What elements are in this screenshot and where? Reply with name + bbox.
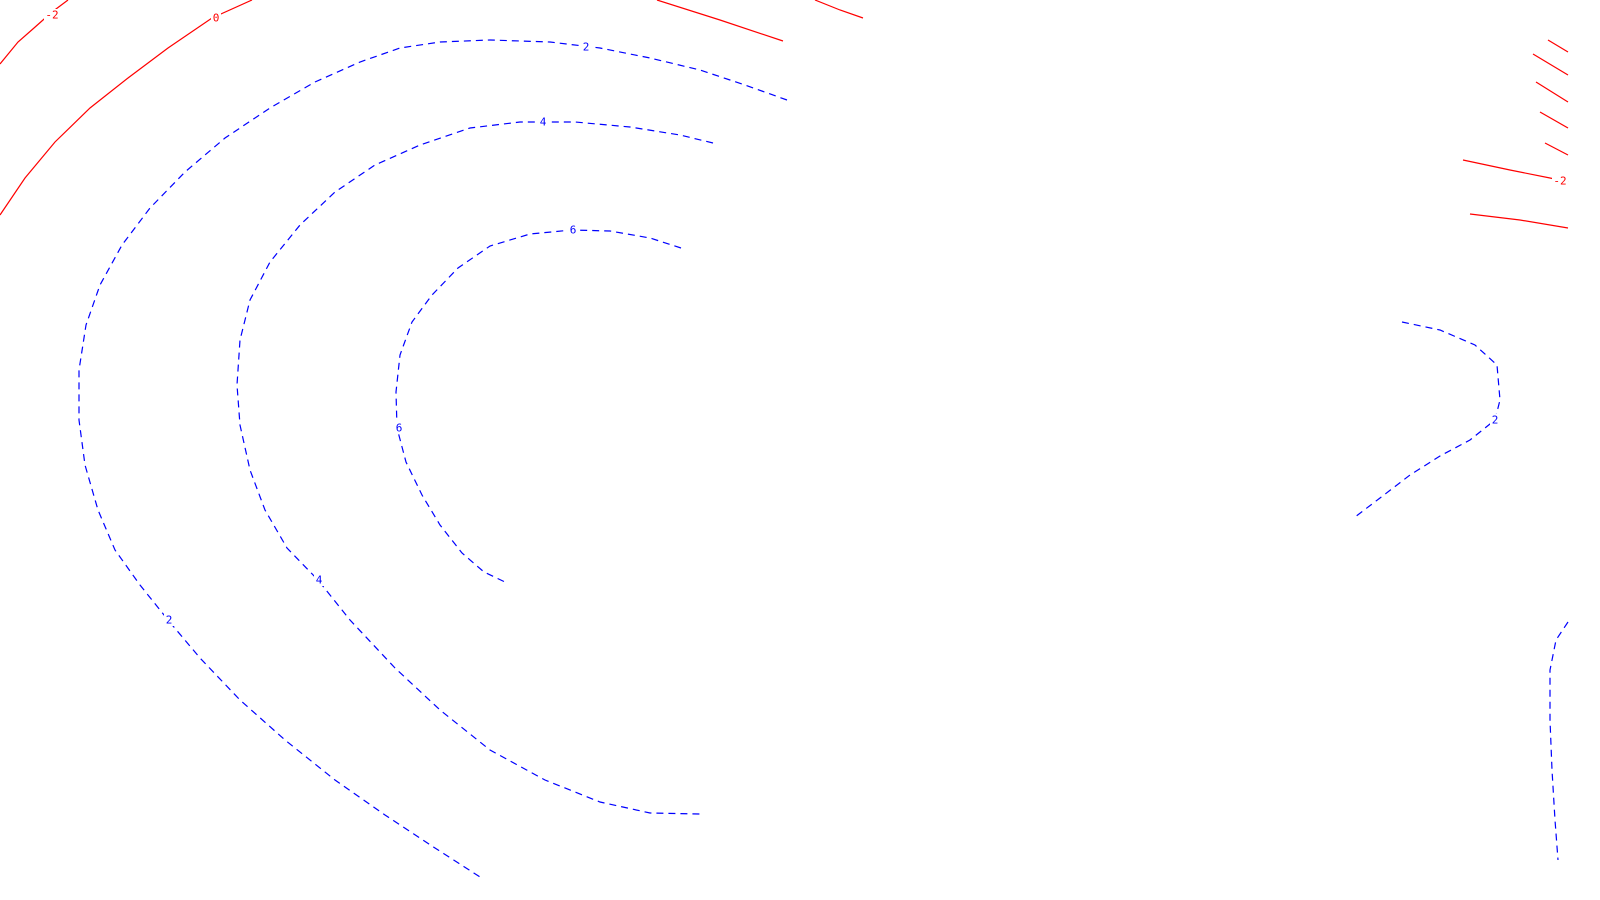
contour-line-neg-right-fan-5	[1544, 142, 1569, 156]
contour-label-pos4-middle-arc-1: 4	[316, 574, 323, 587]
contour-line-neg-right-fan-4	[1539, 111, 1569, 129]
contour-line-neg2-right-b	[1469, 213, 1569, 229]
contour-label-pos6-inner-arc-0: 6	[570, 224, 577, 237]
contour-label-pos2-right-loop-0: 2	[1492, 414, 1499, 427]
contour-line-pos2-outer-arc	[78, 39, 788, 878]
contour-label-bg-neg2-top-left-0	[44, 9, 60, 21]
contour-label-bg-zero-top-left-0	[211, 12, 221, 24]
contour-label-bg-pos6-inner-arc-1	[394, 422, 404, 434]
contour-label-neg2-top-left-0: -2	[45, 9, 58, 22]
contour-label-bg-neg2-right-a-0	[1552, 175, 1568, 187]
contour-line-zero-top-edge	[814, 0, 864, 19]
contour-label-zero-top-left-0: 0	[213, 12, 220, 25]
contour-line-neg-right-fan-3	[1535, 81, 1569, 103]
contour-line-pos2-right-edge	[1549, 621, 1569, 861]
contour-label-pos4-middle-arc-0: 4	[540, 116, 547, 129]
contour-line-pos4-middle-arc	[236, 121, 714, 815]
contour-label-pos2-outer-arc-1: 2	[166, 614, 173, 627]
contour-line-pos6-inner-arc	[395, 229, 682, 583]
contour-label-pos6-inner-arc-1: 6	[396, 422, 403, 435]
contour-label-bg-pos6-inner-arc-0	[568, 224, 578, 236]
contour-label-bg-pos2-outer-arc-0	[581, 41, 591, 53]
contour-label-bg-pos2-right-loop-0	[1490, 414, 1500, 426]
contour-line-pos2-right-loop	[1354, 321, 1501, 518]
contour-label-pos2-outer-arc-0: 2	[583, 41, 590, 54]
contour-label-bg-pos4-middle-arc-0	[538, 116, 548, 128]
contour-line-zero-top-middle	[656, 0, 784, 42]
contour-label-bg-pos4-middle-arc-1	[314, 574, 324, 586]
contour-line-neg2-top-left	[0, 0, 69, 65]
contour-label-neg2-right-a-0: -2	[1553, 175, 1566, 188]
contour-line-neg-right-fan-2	[1532, 53, 1569, 76]
contour-label-bg-pos2-outer-arc-1	[164, 614, 174, 626]
contour-line-neg-right-fan-1	[1547, 39, 1569, 53]
contour-line-zero-top-left	[0, 0, 253, 216]
